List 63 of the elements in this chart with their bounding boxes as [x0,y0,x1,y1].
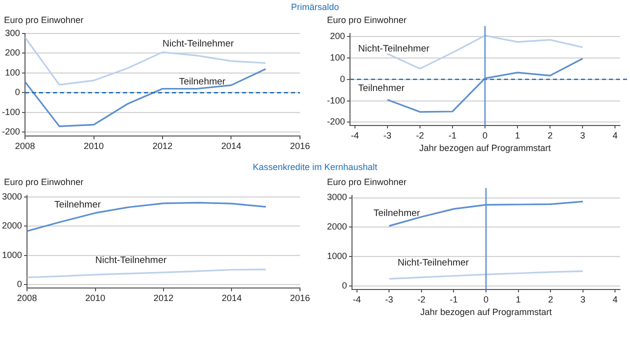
y-axis-title: Euro pro Einwohner [327,177,407,187]
y-tick-label: 0 [340,74,346,84]
series-label: Nicht-Teilnehmer [162,38,234,50]
y-tick-label: -200 [327,116,346,127]
x-tick-label: 2014 [222,293,242,304]
x-tick-label: -1 [450,294,458,304]
y-tick-label: 2000 [326,222,348,232]
x-tick-label: 2012 [152,141,173,152]
series-label: Nicht-Teilnehmer [358,44,430,55]
x-tick-label: 1 [516,294,521,304]
y-tick-label: 3000 [2,191,22,202]
y-axis-title: Euro pro Einwohner [4,177,84,187]
series-label: Teilnehmer [373,208,420,219]
x-tick-label: 2010 [84,141,104,152]
x-tick-label: -4 [352,294,361,304]
x-tick-label: 2008 [17,293,38,304]
y-tick-label: -200 [2,126,20,137]
x-tick-label: 1 [515,130,520,140]
x-tick-label: 2016 [290,293,310,304]
y-tick-label: -100 [327,95,346,106]
y-tick-label: 3000 [326,192,348,202]
y-tick-label: 2000 [2,220,22,231]
x-tick-label: 3 [580,130,586,140]
y-tick-label: 0 [342,280,348,290]
x-axis-title: Jahr bezogen auf Programmstart [419,143,552,154]
x-tick-label: -3 [385,294,394,304]
x-tick-label: 2008 [15,141,36,152]
y-tick-label: 100 [330,52,346,62]
x-tick-label: -3 [383,130,392,140]
x-tick-label: -1 [448,130,456,140]
x-tick-label: -4 [350,130,359,140]
y-tick-label: 0 [15,87,20,98]
x-tick-label: 2 [548,294,554,304]
x-axis-title: Jahr bezogen auf Programmstart [420,307,552,318]
series-label: Nicht-Teilnehmer [398,258,469,269]
x-tick-label: 2 [548,130,553,140]
chart-title: Primärsaldo [290,2,340,12]
y-tick-label: 100 [4,67,20,78]
series-label: Nicht-Teilnehmer [95,254,167,266]
y-axis-title: Euro pro Einwohner [4,15,84,25]
y-tick-label: 200 [330,31,346,42]
y-tick-label: -100 [2,106,20,117]
x-tick-label: 3 [580,294,586,304]
x-tick-label: 2010 [85,293,106,304]
x-tick-label: 0 [484,294,489,304]
y-tick-label: 200 [4,48,20,58]
series-label: Teilnehmer [179,76,226,88]
series-label: Teilnehmer [54,199,101,210]
x-tick-label: 4 [612,294,618,304]
x-tick-label: 4 [612,130,618,140]
y-tick-label: 300 [4,28,20,38]
chart-title: Kassenkredite im Kernhaushalt [252,162,378,172]
x-tick-label: 2012 [153,293,174,304]
y-tick-label: 0 [17,279,22,290]
y-tick-label: 1000 [326,250,348,261]
x-tick-label: -2 [416,130,424,140]
series-label: Teilnehmer [358,83,405,94]
x-tick-label: 2016 [290,141,310,152]
x-tick-label: 0 [482,130,488,140]
x-tick-label: -2 [417,294,426,304]
y-axis-title: Euro pro Einwohner [327,15,407,25]
y-tick-label: 1000 [2,250,22,260]
x-tick-label: 2014 [221,141,242,152]
